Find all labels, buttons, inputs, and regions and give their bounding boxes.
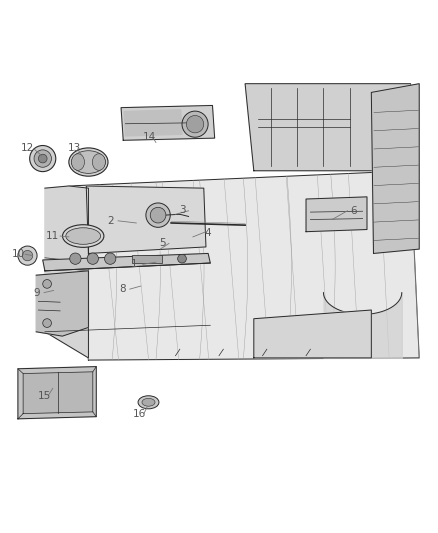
Text: 1: 1	[131, 260, 138, 269]
Polygon shape	[23, 372, 93, 414]
Ellipse shape	[138, 396, 159, 409]
Ellipse shape	[63, 225, 104, 247]
Text: 15: 15	[37, 391, 51, 401]
Text: 13: 13	[68, 143, 81, 153]
Polygon shape	[18, 367, 96, 419]
Circle shape	[22, 251, 33, 261]
Text: 10: 10	[12, 249, 25, 260]
Polygon shape	[43, 254, 210, 271]
Text: 12: 12	[21, 143, 34, 153]
Polygon shape	[254, 310, 371, 358]
Text: 8: 8	[119, 284, 126, 294]
Circle shape	[150, 207, 166, 223]
Ellipse shape	[71, 151, 106, 173]
Bar	[132, 255, 162, 263]
Text: 5: 5	[159, 238, 166, 248]
Polygon shape	[36, 271, 88, 336]
Polygon shape	[121, 106, 215, 140]
Text: 3: 3	[179, 205, 185, 215]
Circle shape	[34, 150, 51, 167]
Ellipse shape	[92, 154, 106, 171]
Polygon shape	[306, 197, 367, 232]
Ellipse shape	[69, 148, 108, 176]
Polygon shape	[45, 186, 88, 358]
Circle shape	[105, 253, 116, 264]
Circle shape	[146, 203, 170, 228]
Text: 2: 2	[107, 216, 113, 226]
Circle shape	[186, 116, 204, 133]
Text: 14: 14	[143, 132, 156, 142]
Polygon shape	[86, 186, 206, 254]
Circle shape	[182, 111, 208, 137]
Circle shape	[18, 246, 37, 265]
Polygon shape	[371, 84, 419, 254]
Circle shape	[30, 146, 56, 172]
Circle shape	[70, 253, 81, 264]
Circle shape	[178, 254, 186, 263]
Text: 16: 16	[133, 409, 146, 419]
Text: 9: 9	[34, 288, 40, 297]
Circle shape	[43, 319, 51, 327]
Polygon shape	[245, 84, 419, 171]
Ellipse shape	[142, 398, 155, 406]
Polygon shape	[69, 171, 419, 360]
Circle shape	[39, 154, 47, 163]
Text: 6: 6	[350, 206, 357, 216]
Text: 4: 4	[205, 228, 212, 238]
Ellipse shape	[66, 228, 101, 244]
Circle shape	[87, 253, 99, 264]
Polygon shape	[124, 110, 182, 136]
Ellipse shape	[71, 154, 85, 171]
Circle shape	[43, 279, 51, 288]
Text: 11: 11	[46, 231, 60, 241]
